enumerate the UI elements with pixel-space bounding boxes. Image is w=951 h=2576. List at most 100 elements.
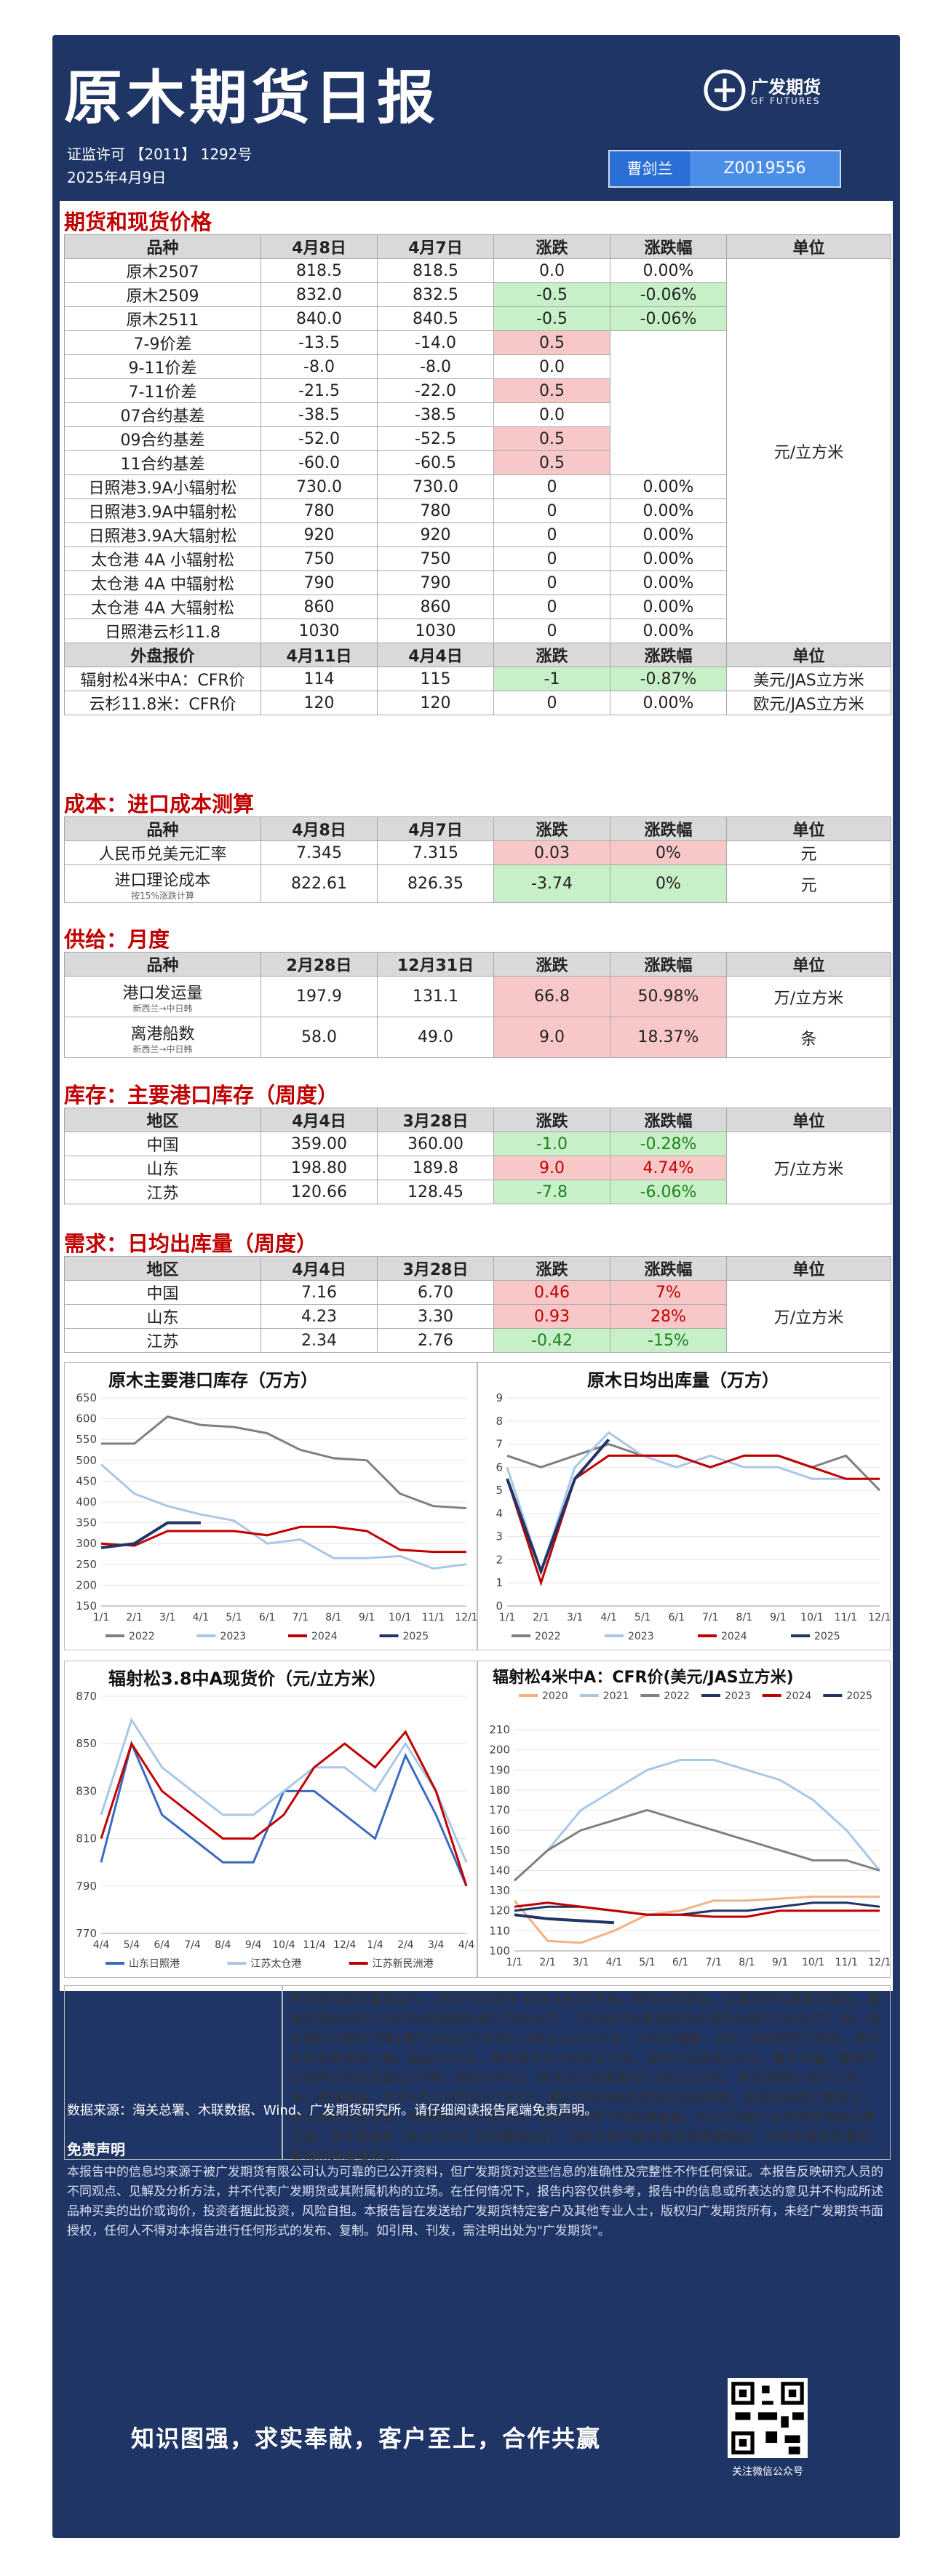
value-cell: 860 (260, 595, 378, 619)
x-tick-label: 2/1 (539, 1957, 556, 1968)
change-cell: 0.5 (493, 330, 610, 355)
legend-label: 2022 (535, 1631, 561, 1642)
legend-label: 2023 (725, 1690, 751, 1702)
view-label: 原木观点 (64, 1985, 282, 2160)
x-tick-label: 1/1 (93, 1612, 110, 1623)
item-name: 09合约基差 (64, 426, 261, 451)
table-row: 09合约基差 -52.0 -52.5 0.5 (64, 426, 891, 451)
value-cell: 818.5 (260, 258, 378, 283)
value-cell: 128.45 (377, 1180, 494, 1204)
cfr-price-chart-svg: 100 110 120 130 140 150 160 170 180 190 200 210 1/1 2… (489, 1690, 890, 1968)
header-cell: 3月28日 (377, 1108, 494, 1132)
value-cell: 4.23 (260, 1304, 378, 1329)
license-number: 证监许可 【2011】 1292号 (67, 146, 252, 163)
legend-label: 江苏新民洲港 (373, 1958, 434, 1970)
value-cell: 7.315 (377, 840, 494, 865)
qr-code-icon[interactable] (728, 2378, 808, 2458)
value-cell: -60.5 (377, 450, 494, 475)
change-cell: 0 (493, 595, 610, 619)
unit-cell: 万/立方米 (726, 976, 891, 1017)
header-cell: 单位 (726, 952, 891, 977)
header-cell: 涨跌 (493, 643, 610, 667)
legend-label: 2022 (664, 1690, 690, 1702)
item-name: 7-11价差 (64, 378, 261, 403)
pct-cell-empty (610, 330, 727, 475)
x-tick-label: 4/4 (458, 1939, 475, 1951)
header-cell: 单位 (726, 643, 891, 667)
change-cell: 0.5 (493, 426, 610, 451)
item-name: 云杉11.8米：CFR价 (64, 691, 261, 715)
unit-cell: 条 (726, 1017, 891, 1058)
unit-cell: 元 (726, 864, 891, 903)
item-note: 新西兰→中日韩 (132, 1003, 193, 1014)
table-row: 江苏 2.34 2.76 -0.42 -15% (64, 1328, 891, 1353)
x-tick-label: 12/4 (333, 1939, 357, 1951)
y-tick-label: 100 (489, 1944, 510, 1957)
legend-label: 2024 (721, 1631, 747, 1642)
header-cell: 品种 (64, 816, 261, 841)
header-cell: 地区 (64, 1108, 261, 1132)
item-name: 港口发运量 新西兰→中日韩 (64, 976, 261, 1017)
table-row: 太仓港 4A 中辐射松 790 790 0 0.00% (64, 571, 891, 595)
series-line-2025 (100, 1521, 201, 1549)
table-row: 辐射松4米中A：CFR价 114 115 -1 -0.87% 美元/JAS立方米 (64, 667, 891, 691)
y-tick-label: 870 (76, 1690, 97, 1703)
unit-cell: 万/立方米 (726, 1280, 891, 1353)
header-cell: 涨跌 (493, 234, 610, 259)
value-cell: 120 (377, 691, 494, 715)
pct-cell: 0.00% (610, 619, 727, 643)
header-cell: 涨跌 (493, 1108, 610, 1132)
header-cell: 单位 (726, 1256, 891, 1281)
section-futures-title: 期货和现货价格 (64, 210, 212, 234)
header-cell: 涨跌 (493, 1256, 610, 1281)
value-cell: 730.0 (377, 474, 494, 499)
change-cell: -7.8 (493, 1180, 610, 1204)
item-label: 进口理论成本 (114, 871, 211, 890)
item-name: 辐射松4米中A：CFR价 (64, 667, 261, 691)
table-row: 原木2507 818.5 818.5 0.0 0.00% 元/立方米 (64, 258, 891, 643)
item-name: 7-9价差 (64, 330, 261, 355)
change-cell: 9.0 (493, 1017, 610, 1058)
value-cell: -1 (493, 667, 610, 691)
change-cell: 66.8 (493, 976, 610, 1017)
table-header-row: 地区 4月4日 3月28日 涨跌 涨跌幅 单位 (64, 1256, 891, 1281)
table-row: 9-11价差 -8.0 -8.0 0.0 (64, 354, 891, 379)
legend-label: 2022 (129, 1631, 155, 1642)
spot-price-chart: 辐射松3.8中A现货价（元/立方米） 770 790 810 830 850 870 4/4… (64, 1661, 477, 1978)
table-row: 离港船数 新西兰→中日韩 58.0 49.0 9.0 18.37% 条 (64, 1017, 891, 1058)
value-cell: 美元/JAS立方米 (726, 667, 891, 691)
value-cell: 197.9 (260, 976, 378, 1017)
value-cell: -38.5 (260, 402, 378, 427)
value-cell: 860 (377, 595, 494, 619)
series-line-2024 (506, 1454, 880, 1587)
item-name: 日照港3.9A中辐射松 (64, 498, 261, 523)
x-tick-label: 11/1 (835, 1612, 857, 1623)
item-name: 人民币兑美元汇率 (64, 840, 261, 865)
item-name: 日照港3.9A大辐射松 (64, 522, 261, 547)
y-tick-label: 200 (489, 1744, 510, 1757)
item-name: 日照港云杉11.8 (64, 619, 261, 643)
series-line-2023 (506, 1431, 880, 1575)
legend-label: 2025 (403, 1631, 429, 1642)
header-cell: 4月7日 (377, 816, 494, 841)
change-cell: 0.03 (493, 840, 610, 865)
x-tick-label: 3/1 (567, 1612, 584, 1623)
change-cell: 0.5 (493, 378, 610, 403)
region-name: 中国 (64, 1132, 261, 1156)
section-supply-title: 供给：月度 (64, 927, 170, 952)
x-tick-label: 5/1 (634, 1612, 651, 1623)
header-cell: 4月11日 (260, 643, 378, 667)
x-tick-label: 12/1 (455, 1612, 477, 1623)
value-cell: -13.5 (260, 330, 378, 355)
y-tick-label: 550 (76, 1433, 97, 1446)
view-text: 昨日原木期货震荡运行，2507合约收于 818.5元/立方米，较昨日无变化。主要… (282, 1985, 891, 2165)
value-cell: 3.30 (377, 1304, 494, 1329)
table-header-row: 地区 4月4日 3月28日 涨跌 涨跌幅 单位 (64, 1108, 891, 1132)
cfr-price-chart: 辐射松4米中A：CFR价(美元/JAS立方米) 100 110 120 130 140 1… (477, 1661, 891, 1978)
disclaimer-text: 本报告中的信息均来源于被广发期货有限公司认为可靠的已公开资料，但广发期货对这些信… (67, 2165, 883, 2238)
x-tick-label: 8/4 (215, 1939, 231, 1951)
x-tick-label: 9/1 (772, 1957, 789, 1968)
item-label: 离港船数 (130, 1025, 195, 1043)
table-row: 中国 359.00 360.00 -1.0 -0.28% 万/立方米 (64, 1132, 891, 1204)
demand-table: 地区 4月4日 3月28日 涨跌 涨跌幅 单位 中国 7.16 6.70 0.46 7% 万/立方米山… (64, 1256, 891, 1353)
